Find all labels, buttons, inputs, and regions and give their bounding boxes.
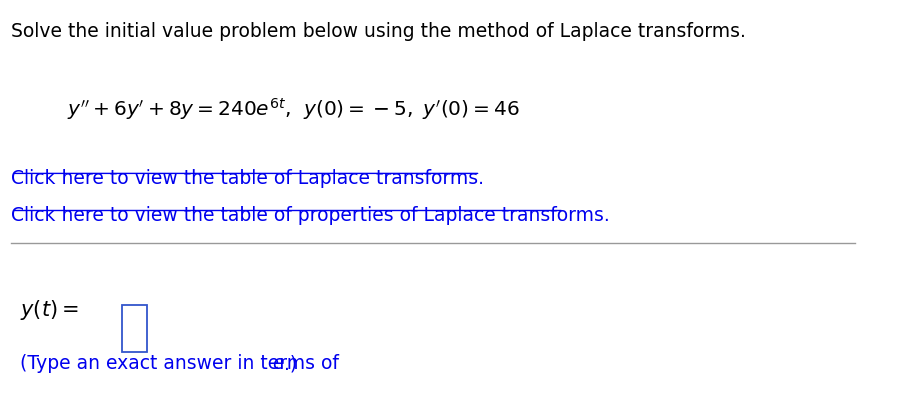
Text: e: e [272, 354, 284, 373]
Text: $y'' + 6y' + 8y = 240e^{6t}$,  $y(0) = -5,\ y'(0) = 46$: $y'' + 6y' + 8y = 240e^{6t}$, $y(0) = -5… [67, 97, 520, 122]
Text: Click here to view the table of Laplace transforms.: Click here to view the table of Laplace … [12, 169, 485, 188]
FancyBboxPatch shape [121, 305, 148, 352]
Text: .): .) [284, 354, 297, 373]
Text: $y(t) =$: $y(t) =$ [20, 297, 79, 322]
Text: Click here to view the table of properties of Laplace transforms.: Click here to view the table of properti… [12, 206, 610, 225]
Text: (Type an exact answer in terms of: (Type an exact answer in terms of [20, 354, 345, 373]
Text: Solve the initial value problem below using the method of Laplace transforms.: Solve the initial value problem below us… [12, 22, 747, 41]
